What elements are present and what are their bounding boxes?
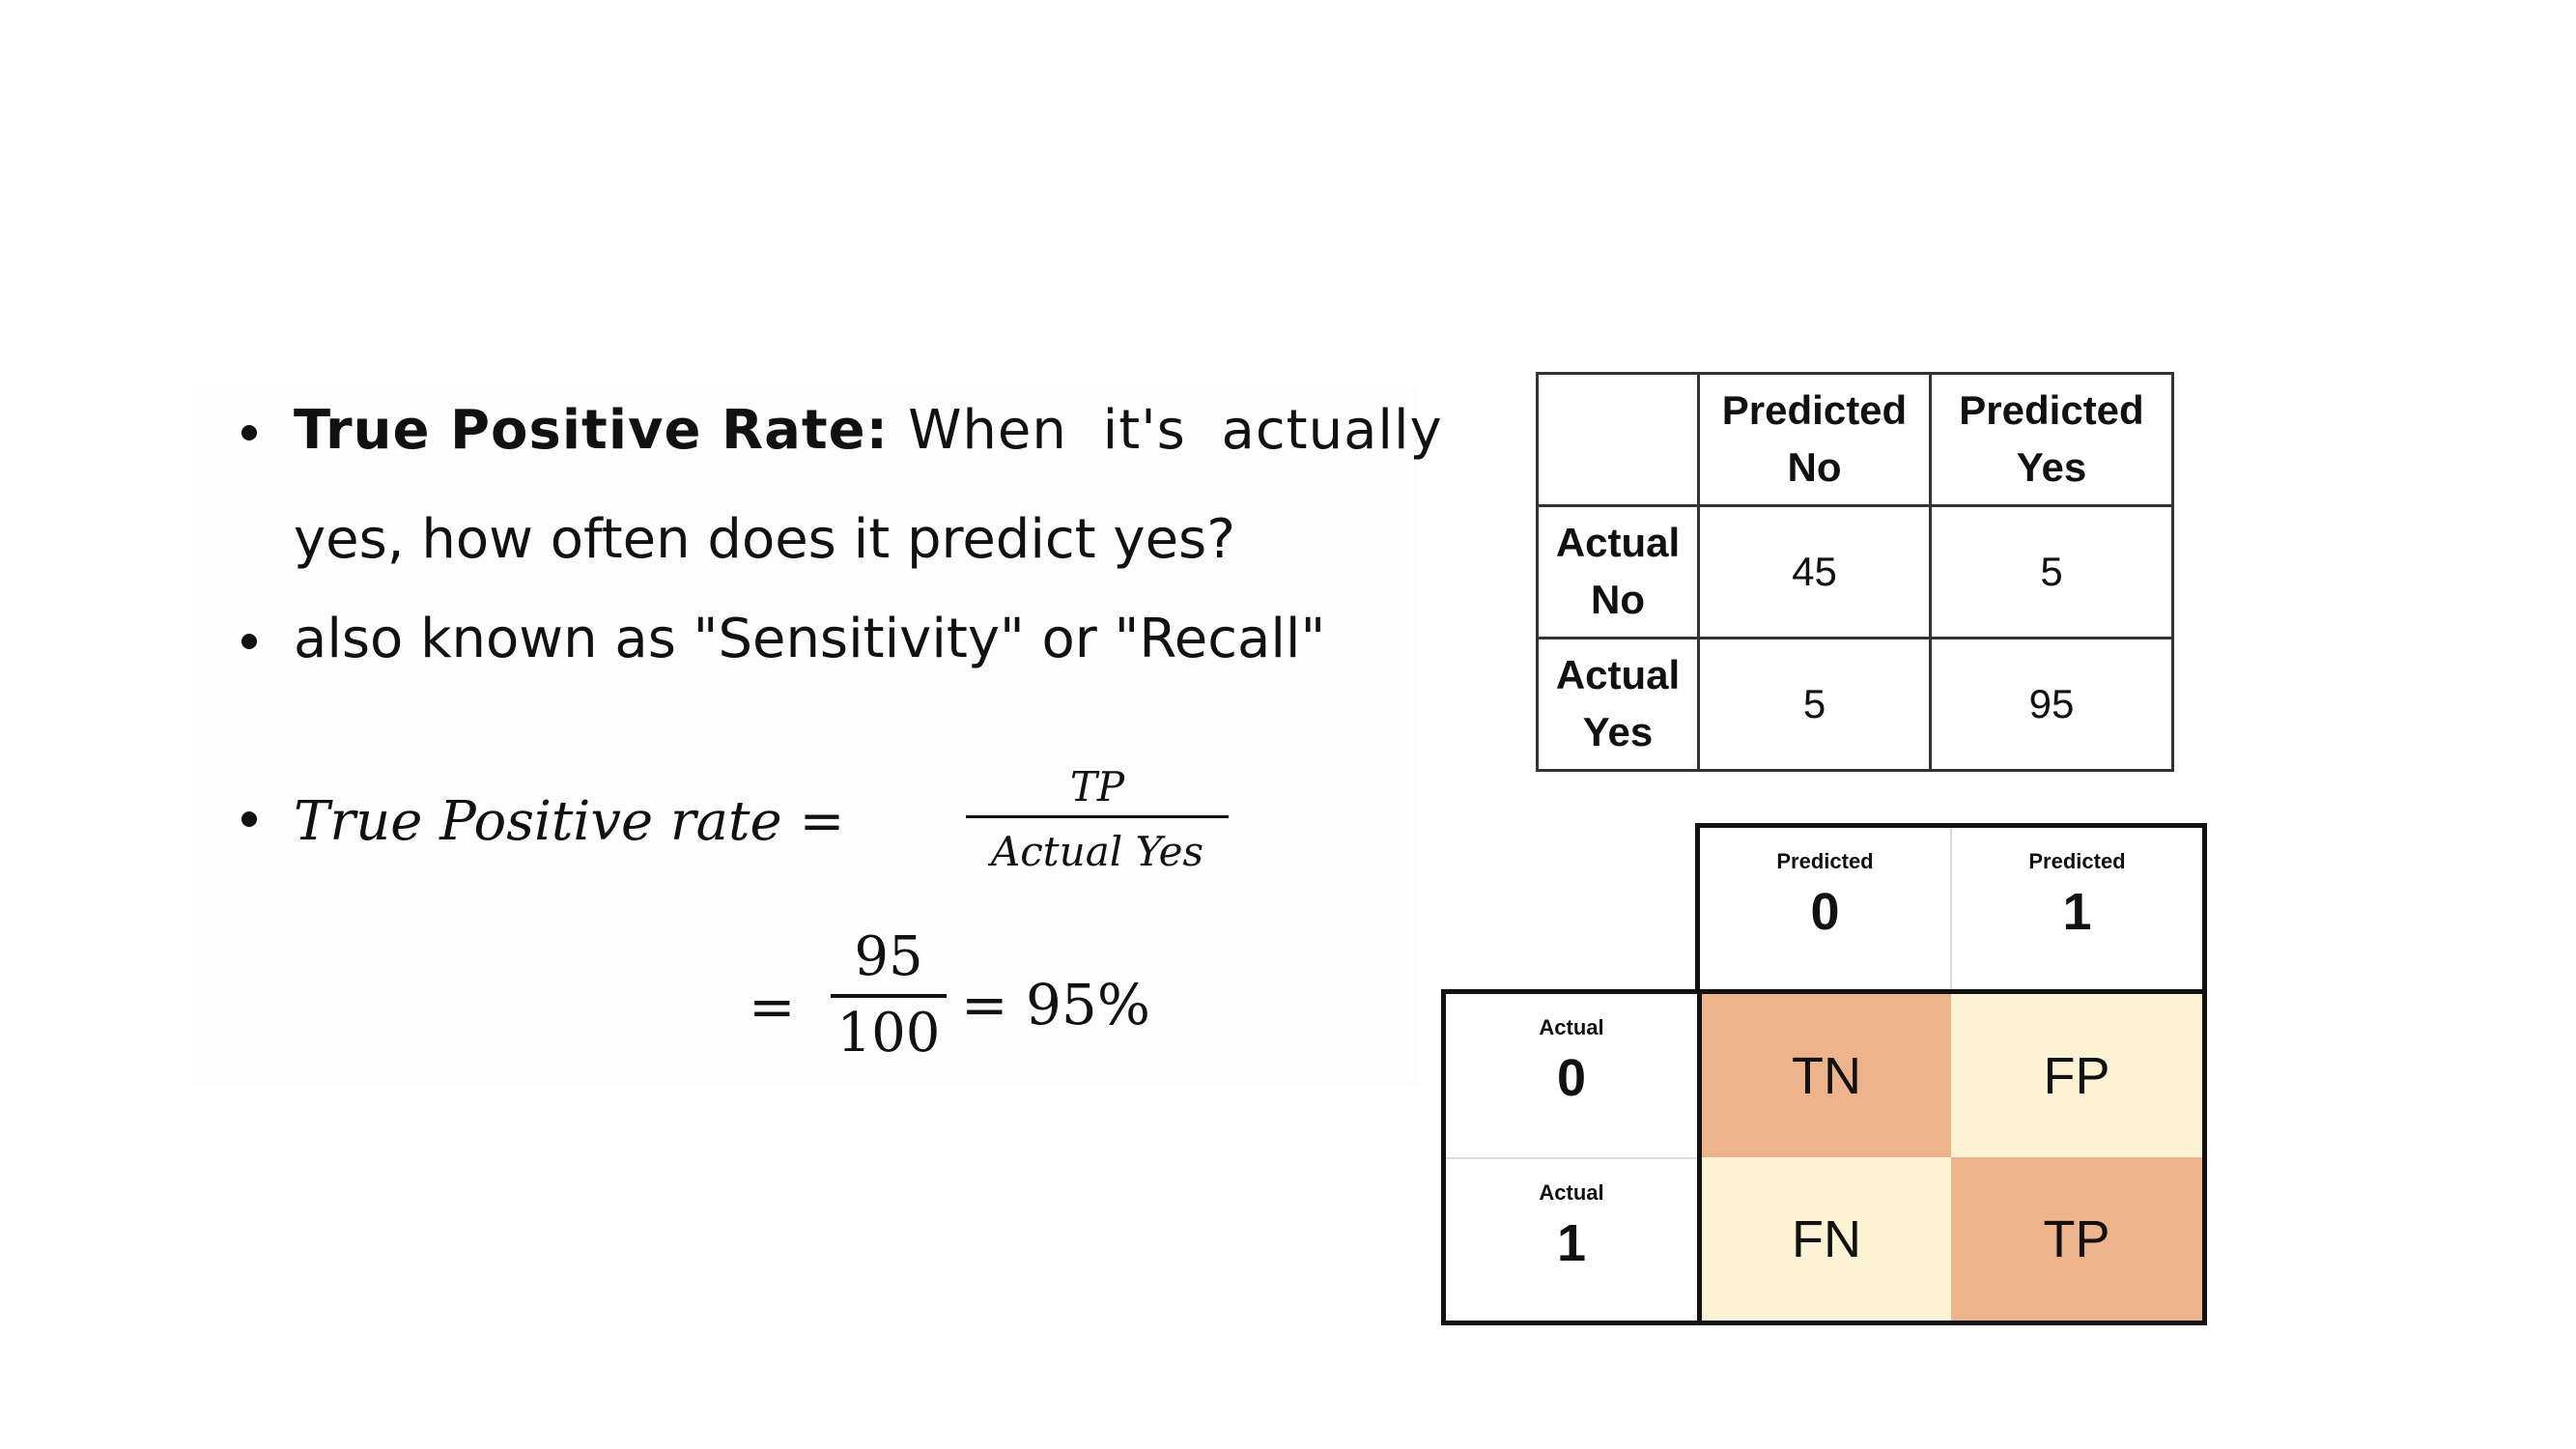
- cell-tp: TP: [1951, 1157, 2202, 1321]
- bullet-formula: True Positive rate =: [241, 790, 844, 853]
- term-definition-line2: yes, how often does it predict yes?: [294, 508, 1235, 571]
- fraction-bar: [831, 994, 947, 998]
- row-header-actual-yes: Actual Yes: [1536, 637, 1700, 772]
- col-header-predicted-no: Predicted No: [1697, 372, 1932, 507]
- cell-actual-no-predicted-no: 45: [1697, 504, 1932, 639]
- cell-tn: TN: [1697, 994, 1951, 1157]
- predicted-value: 0: [1810, 883, 1840, 941]
- row-actual-1: Actual 1: [1446, 1157, 1697, 1321]
- row-actual-0: Actual 0: [1446, 994, 1697, 1157]
- term-title: True Positive Rate:: [294, 399, 890, 462]
- col-header-predicted-yes: Predicted Yes: [1929, 372, 2174, 507]
- bullet-true-positive-rate: True Positive Rate: When it's actually: [241, 404, 1443, 458]
- formula-fraction: TP Actual Yes: [966, 763, 1229, 875]
- predicted-label: Predicted: [1776, 849, 1874, 873]
- formula-lhs: True Positive rate =: [294, 790, 845, 853]
- confusion-matrix-grid: Actual 0 TN FP Actual 1 FN TP: [1441, 989, 2207, 1325]
- matrix-header: Predicted 0 Predicted 1: [1695, 823, 2207, 989]
- value-denominator: 100: [836, 1002, 941, 1065]
- bullet-aka: also known as "Sensitivity" or "Recall": [241, 612, 1325, 667]
- actual-label: Actual: [1539, 1015, 1604, 1039]
- value-fraction: 95 100: [831, 925, 947, 1065]
- actual-label: Actual: [1539, 1180, 1604, 1205]
- formula-denominator: Actual Yes: [990, 828, 1204, 875]
- confusion-table-example: Predicted No Predicted Yes Actual No 45 …: [1536, 372, 2174, 772]
- cell-fn: FN: [1697, 1157, 1951, 1321]
- header-predicted-0: Predicted 0: [1700, 828, 1950, 989]
- actual-value: 1: [1556, 1214, 1587, 1272]
- cell-fp: FP: [1951, 994, 2202, 1157]
- formula-numerator: TP: [1069, 763, 1125, 810]
- predicted-label: Predicted: [2028, 849, 2126, 873]
- equals-sign: =: [749, 974, 796, 1039]
- bullet-dot: [241, 811, 257, 827]
- text-panel: [193, 386, 1420, 1087]
- term-definition: When it's actually: [908, 399, 1443, 462]
- actual-value: 0: [1556, 1049, 1587, 1107]
- fraction-bar: [966, 815, 1229, 818]
- header-predicted-1: Predicted 1: [1950, 828, 2202, 989]
- value-numerator: 95: [854, 925, 923, 988]
- row-header-actual-no: Actual No: [1536, 504, 1700, 639]
- cell-actual-yes-predicted-no: 5: [1697, 637, 1932, 772]
- result-value: = 95%: [961, 972, 1150, 1037]
- aka-text: also known as "Sensitivity" or "Recall": [294, 608, 1326, 670]
- predicted-value: 1: [2062, 883, 2092, 941]
- bullet-dot: [241, 634, 257, 649]
- cell-actual-yes-predicted-yes: 95: [1929, 637, 2174, 772]
- corner-cell: [1536, 372, 1700, 507]
- bullet-dot: [241, 425, 257, 440]
- cell-actual-no-predicted-yes: 5: [1929, 504, 2174, 639]
